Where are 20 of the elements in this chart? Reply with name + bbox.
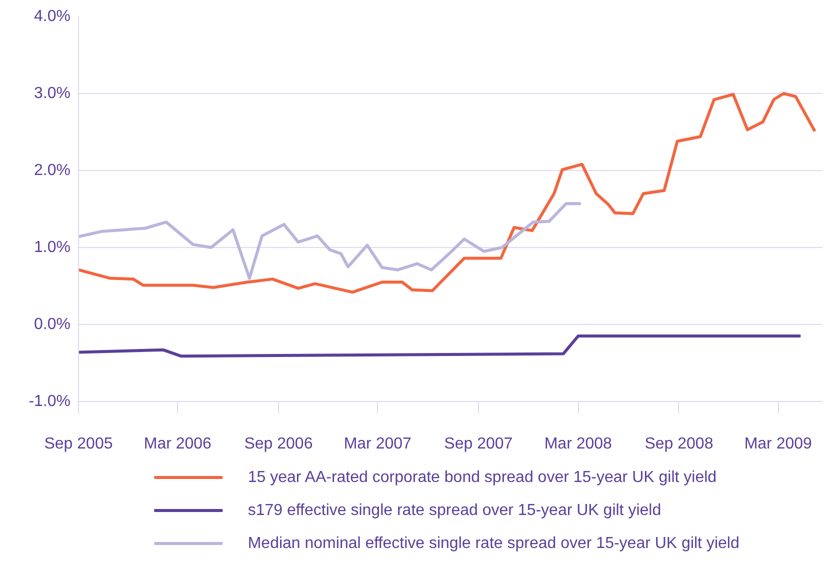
x-tick-label: Mar 2009 <box>744 436 812 452</box>
y-tick-label: 3.0% <box>34 85 70 102</box>
line-series <box>78 202 582 280</box>
legend-label: Median nominal effective single rate spread over 15-year UK gilt yield <box>248 535 740 552</box>
line-series <box>78 334 802 358</box>
line-series <box>78 92 816 294</box>
y-tick-label: 2.0% <box>34 162 70 179</box>
legend-label: 15 year AA-rated corporate bond spread over 15-year UK gilt yield <box>248 469 717 486</box>
x-tick-label: Mar 2007 <box>344 436 412 452</box>
x-tick-label: Mar 2006 <box>144 436 212 452</box>
x-tick-label: Sep 2007 <box>444 436 513 452</box>
x-tick-label: Sep 2005 <box>44 436 113 452</box>
y-tick-label: -1.0% <box>28 393 70 410</box>
x-tick-label: Sep 2008 <box>644 436 714 452</box>
x-tick-label: Mar 2008 <box>544 436 612 452</box>
y-tick-label: 0.0% <box>34 316 70 333</box>
legend-label: s179 effective single rate spread over 15-year UK gilt yield <box>248 502 662 519</box>
y-tick-label: 4.0% <box>34 8 70 25</box>
y-tick-label: 1.0% <box>34 239 70 256</box>
x-tick-label: Sep 2006 <box>244 436 313 452</box>
